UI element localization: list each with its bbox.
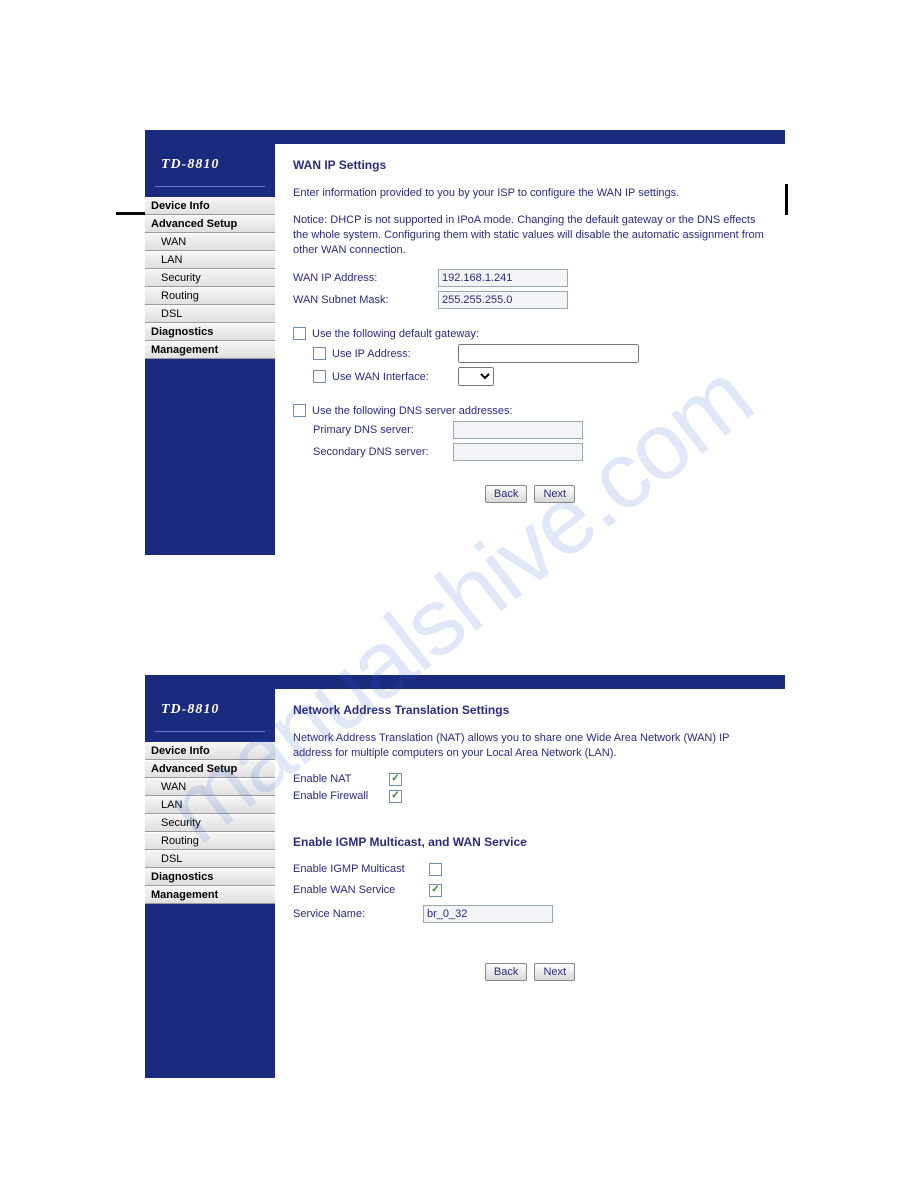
gw-group-label: Use the following default gateway: bbox=[312, 328, 479, 340]
next-button[interactable]: Next bbox=[534, 963, 575, 981]
back-button[interactable]: Back bbox=[485, 963, 527, 981]
nav-advanced-setup[interactable]: Advanced Setup bbox=[145, 760, 275, 778]
service-name-label: Service Name: bbox=[293, 908, 423, 920]
nav-diagnostics[interactable]: Diagnostics bbox=[145, 323, 275, 341]
intro-text: Enter information provided to you by you… bbox=[293, 186, 767, 201]
dns1-input[interactable] bbox=[453, 421, 583, 439]
page-title: WAN IP Settings bbox=[293, 158, 767, 172]
wan-ip-label: WAN IP Address: bbox=[293, 272, 438, 284]
gw-ip-input[interactable] bbox=[458, 344, 639, 363]
nav-routing[interactable]: Routing bbox=[145, 287, 275, 305]
wan-mask-input[interactable] bbox=[438, 291, 568, 309]
nav: Device Info Advanced Setup WAN LAN Secur… bbox=[145, 197, 275, 359]
nav-security[interactable]: Security bbox=[145, 814, 275, 832]
enable-nat-label: Enable NAT bbox=[293, 773, 383, 785]
panel-topbar bbox=[145, 675, 785, 689]
gw-if-select[interactable] bbox=[458, 367, 494, 386]
gw-group-checkbox[interactable] bbox=[293, 327, 306, 340]
panel-topbar bbox=[145, 130, 785, 144]
nav-device-info[interactable]: Device Info bbox=[145, 742, 275, 760]
router-model: TD-8810 bbox=[145, 689, 275, 731]
notice-text: Notice: DHCP is not supported in IPoA mo… bbox=[293, 213, 767, 258]
nav-routing[interactable]: Routing bbox=[145, 832, 275, 850]
enable-wan-label: Enable WAN Service bbox=[293, 884, 423, 896]
logo-underline bbox=[155, 731, 265, 732]
logo-underline bbox=[155, 186, 265, 187]
dns1-label: Primary DNS server: bbox=[313, 424, 453, 436]
intro-text: Network Address Translation (NAT) allows… bbox=[293, 731, 767, 761]
gw-if-checkbox[interactable] bbox=[313, 370, 326, 383]
router-model: TD-8810 bbox=[145, 144, 275, 186]
sub-title: Enable IGMP Multicast, and WAN Service bbox=[293, 835, 767, 849]
back-button[interactable]: Back bbox=[485, 485, 527, 503]
sidebar: TD-8810 Device Info Advanced Setup WAN L… bbox=[145, 144, 275, 555]
enable-nat-checkbox[interactable] bbox=[389, 773, 402, 786]
nav-wan[interactable]: WAN bbox=[145, 233, 275, 251]
enable-igmp-label: Enable IGMP Multicast bbox=[293, 863, 423, 875]
nav-dsl[interactable]: DSL bbox=[145, 305, 275, 323]
nav-lan[interactable]: LAN bbox=[145, 251, 275, 269]
enable-fw-checkbox[interactable] bbox=[389, 790, 402, 803]
content-nat: Network Address Translation Settings Net… bbox=[275, 689, 785, 1078]
nav-device-info[interactable]: Device Info bbox=[145, 197, 275, 215]
gw-ip-label: Use IP Address: bbox=[332, 348, 452, 360]
nav-management[interactable]: Management bbox=[145, 886, 275, 904]
enable-igmp-checkbox[interactable] bbox=[429, 863, 442, 876]
nav-security[interactable]: Security bbox=[145, 269, 275, 287]
gw-if-label: Use WAN Interface: bbox=[332, 371, 452, 383]
nav-management[interactable]: Management bbox=[145, 341, 275, 359]
nav-advanced-setup[interactable]: Advanced Setup bbox=[145, 215, 275, 233]
enable-wan-checkbox[interactable] bbox=[429, 884, 442, 897]
nav-lan[interactable]: LAN bbox=[145, 796, 275, 814]
nav: Device Info Advanced Setup WAN LAN Secur… bbox=[145, 742, 275, 904]
dns-group-label: Use the following DNS server addresses: bbox=[312, 405, 513, 417]
dns2-input[interactable] bbox=[453, 443, 583, 461]
next-button[interactable]: Next bbox=[534, 485, 575, 503]
dns-group-checkbox[interactable] bbox=[293, 404, 306, 417]
page-title: Network Address Translation Settings bbox=[293, 703, 767, 717]
content-wan-ip: WAN IP Settings Enter information provid… bbox=[275, 144, 785, 555]
nav-diagnostics[interactable]: Diagnostics bbox=[145, 868, 275, 886]
sidebar: TD-8810 Device Info Advanced Setup WAN L… bbox=[145, 689, 275, 1078]
gw-ip-checkbox[interactable] bbox=[313, 347, 326, 360]
router-panel-nat: TD-8810 Device Info Advanced Setup WAN L… bbox=[145, 675, 785, 1078]
service-name-input[interactable] bbox=[423, 905, 553, 923]
nav-dsl[interactable]: DSL bbox=[145, 850, 275, 868]
nav-wan[interactable]: WAN bbox=[145, 778, 275, 796]
enable-fw-label: Enable Firewall bbox=[293, 790, 383, 802]
router-panel-wan-ip: TD-8810 Device Info Advanced Setup WAN L… bbox=[145, 130, 785, 555]
wan-mask-label: WAN Subnet Mask: bbox=[293, 294, 438, 306]
dns2-label: Secondary DNS server: bbox=[313, 446, 453, 458]
wan-ip-input[interactable] bbox=[438, 269, 568, 287]
